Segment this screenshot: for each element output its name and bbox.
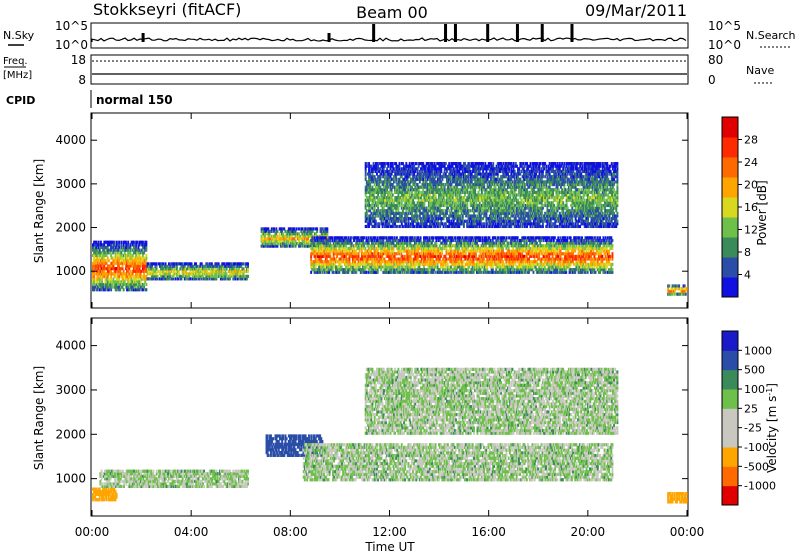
nsky-spike bbox=[328, 33, 331, 42]
power-cell bbox=[133, 241, 135, 244]
power-cell bbox=[123, 288, 125, 291]
power-cell bbox=[330, 244, 332, 247]
power-cell bbox=[247, 262, 249, 265]
power-cell bbox=[247, 275, 249, 278]
power-cell bbox=[455, 236, 457, 239]
nsky-label: N.Sky bbox=[3, 29, 35, 42]
power-cell bbox=[351, 236, 353, 239]
cpid-label: CPID bbox=[6, 94, 35, 107]
rti-plot: Stokkseyri (fitACF) Beam 00 09/Mar/2011 … bbox=[0, 0, 800, 554]
power-cell bbox=[305, 227, 307, 230]
beam-title: Beam 00 bbox=[356, 3, 428, 22]
power-cell bbox=[145, 283, 147, 286]
nsky-trace bbox=[92, 24, 686, 42]
power-cell bbox=[313, 227, 315, 230]
power-cell bbox=[332, 236, 334, 239]
power-cell bbox=[157, 275, 159, 278]
power-cell bbox=[298, 227, 300, 230]
power-cell bbox=[316, 227, 318, 230]
cpid-value: normal 150 bbox=[96, 93, 173, 107]
nsky-spike bbox=[541, 24, 544, 42]
date-title: 09/Mar/2011 bbox=[585, 1, 687, 20]
nave-label: Nave bbox=[746, 64, 774, 77]
nsearch-tick-top: 10^5 bbox=[708, 19, 741, 33]
power-cell bbox=[243, 262, 245, 265]
nave-tick-bottom: 0 bbox=[708, 73, 716, 87]
nsky-spike bbox=[486, 24, 489, 42]
power-cell bbox=[406, 236, 408, 239]
power-cell bbox=[446, 258, 448, 261]
freq-strip-frame bbox=[91, 55, 688, 84]
power-cell bbox=[244, 270, 246, 273]
power-cell bbox=[447, 263, 449, 266]
power-cell bbox=[114, 241, 116, 244]
power-cell bbox=[420, 236, 422, 239]
nsky-spike bbox=[516, 24, 519, 42]
power-cell bbox=[145, 254, 147, 257]
freq-label: Freq. bbox=[3, 56, 28, 67]
power-cell bbox=[118, 241, 120, 244]
nsky-tick-bottom: 10^0 bbox=[55, 38, 88, 52]
nsky-spike bbox=[372, 24, 375, 42]
power-cell bbox=[145, 241, 147, 244]
power-cell bbox=[226, 272, 228, 275]
nave-tick-top: 80 bbox=[708, 53, 723, 67]
power-cell bbox=[351, 242, 353, 245]
nsky-spike bbox=[570, 24, 573, 42]
power-cell bbox=[296, 227, 298, 230]
nsky-line bbox=[92, 38, 686, 42]
nsearch-label: N.Search bbox=[746, 29, 796, 42]
power-cell bbox=[156, 262, 158, 265]
power-cell bbox=[363, 236, 365, 239]
freq-unit-label: [MHz] bbox=[3, 70, 32, 81]
power-cell bbox=[120, 241, 122, 244]
power-cell bbox=[108, 259, 110, 262]
power-data-cells bbox=[92, 162, 688, 296]
power-cell bbox=[127, 241, 129, 244]
nsky-spike bbox=[444, 24, 447, 42]
nsky-strip-frame bbox=[91, 23, 688, 48]
power-cell bbox=[333, 271, 335, 274]
nsky-spike bbox=[454, 24, 457, 42]
power-cell bbox=[311, 236, 313, 239]
power-cell bbox=[434, 271, 436, 274]
power-cell bbox=[326, 227, 328, 230]
power-cell bbox=[276, 230, 278, 233]
power-cell bbox=[102, 283, 104, 286]
nsky-spike bbox=[142, 33, 145, 42]
nsky-tick-top: 10^5 bbox=[55, 19, 88, 33]
power-cell bbox=[365, 271, 367, 274]
power-cell bbox=[189, 277, 191, 280]
freq-tick-bottom: 8 bbox=[78, 73, 86, 87]
power-cell bbox=[273, 227, 275, 230]
power-cell bbox=[432, 236, 434, 239]
nsearch-tick-bottom: 10^0 bbox=[708, 38, 741, 52]
power-cell bbox=[145, 288, 147, 291]
freq-tick-top: 18 bbox=[71, 53, 86, 67]
station-title: Stokkseyri (fitACF) bbox=[93, 0, 241, 19]
